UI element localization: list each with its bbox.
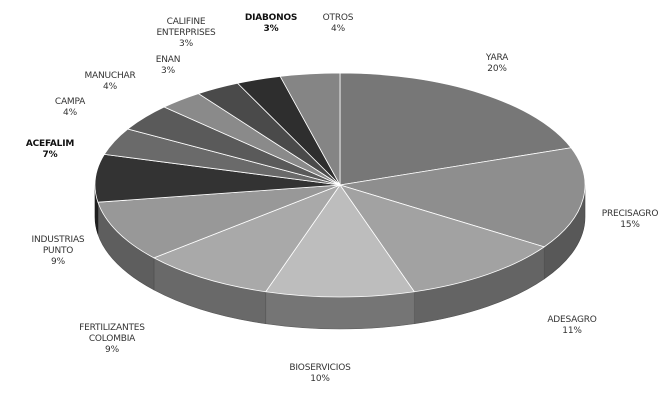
pie-depth <box>94 184 586 330</box>
pie-top <box>94 72 586 298</box>
pie-slice-adesagro <box>339 184 546 293</box>
pie-slice-acefalim <box>94 153 341 203</box>
slice-value-label: 11% <box>562 326 582 336</box>
pie-slice-otros <box>279 72 341 186</box>
slice-value-label: 9% <box>51 257 66 267</box>
slice-value-label: 4% <box>63 108 78 118</box>
slice-value-label: 3% <box>161 66 176 76</box>
slice-name-label: FERTILIZANTES <box>79 323 145 333</box>
slice-name-label: ACEFALIM <box>26 139 74 149</box>
slice-name-label: YARA <box>485 53 509 63</box>
slice-name-label: ENTERPRISES <box>156 28 216 38</box>
slice-value-label: 20% <box>487 64 507 74</box>
slice-value-label: 9% <box>105 345 120 355</box>
slice-name-label: CALIFINE <box>167 17 206 27</box>
pie-slice-bioservicios <box>265 184 415 298</box>
slice-value-label: 4% <box>331 24 346 34</box>
slice-value-label: 3% <box>264 24 279 34</box>
slice-name-label: OTROS <box>323 13 354 23</box>
slice-name-label: ENAN <box>156 55 181 65</box>
slice-value-label: 4% <box>103 82 118 92</box>
slice-name-label: PRECISAGRO <box>602 209 659 219</box>
pie-slice-industrias-punto <box>97 184 341 259</box>
slice-value-label: 15% <box>620 220 640 230</box>
slice-name-label: CAMPA <box>55 97 86 107</box>
slice-value-label: 7% <box>43 150 58 160</box>
slice-name-label: COLOMBIA <box>89 334 136 344</box>
slice-value-label: 3% <box>179 39 194 49</box>
slice-name-label: MANUCHAR <box>84 71 135 81</box>
slice-name-label: INDUSTRIAS <box>32 235 85 245</box>
slice-name-label: ADESAGRO <box>547 315 596 325</box>
slice-name-label: BIOSERVICIOS <box>289 363 351 373</box>
slice-value-label: 10% <box>310 374 330 384</box>
slice-name-label: PUNTO <box>43 246 73 256</box>
pie-slice-precisagro <box>339 147 586 248</box>
slice-name-label: DIABONOS <box>245 13 297 23</box>
pie-slice-fertilizantes-colombia <box>152 184 342 293</box>
